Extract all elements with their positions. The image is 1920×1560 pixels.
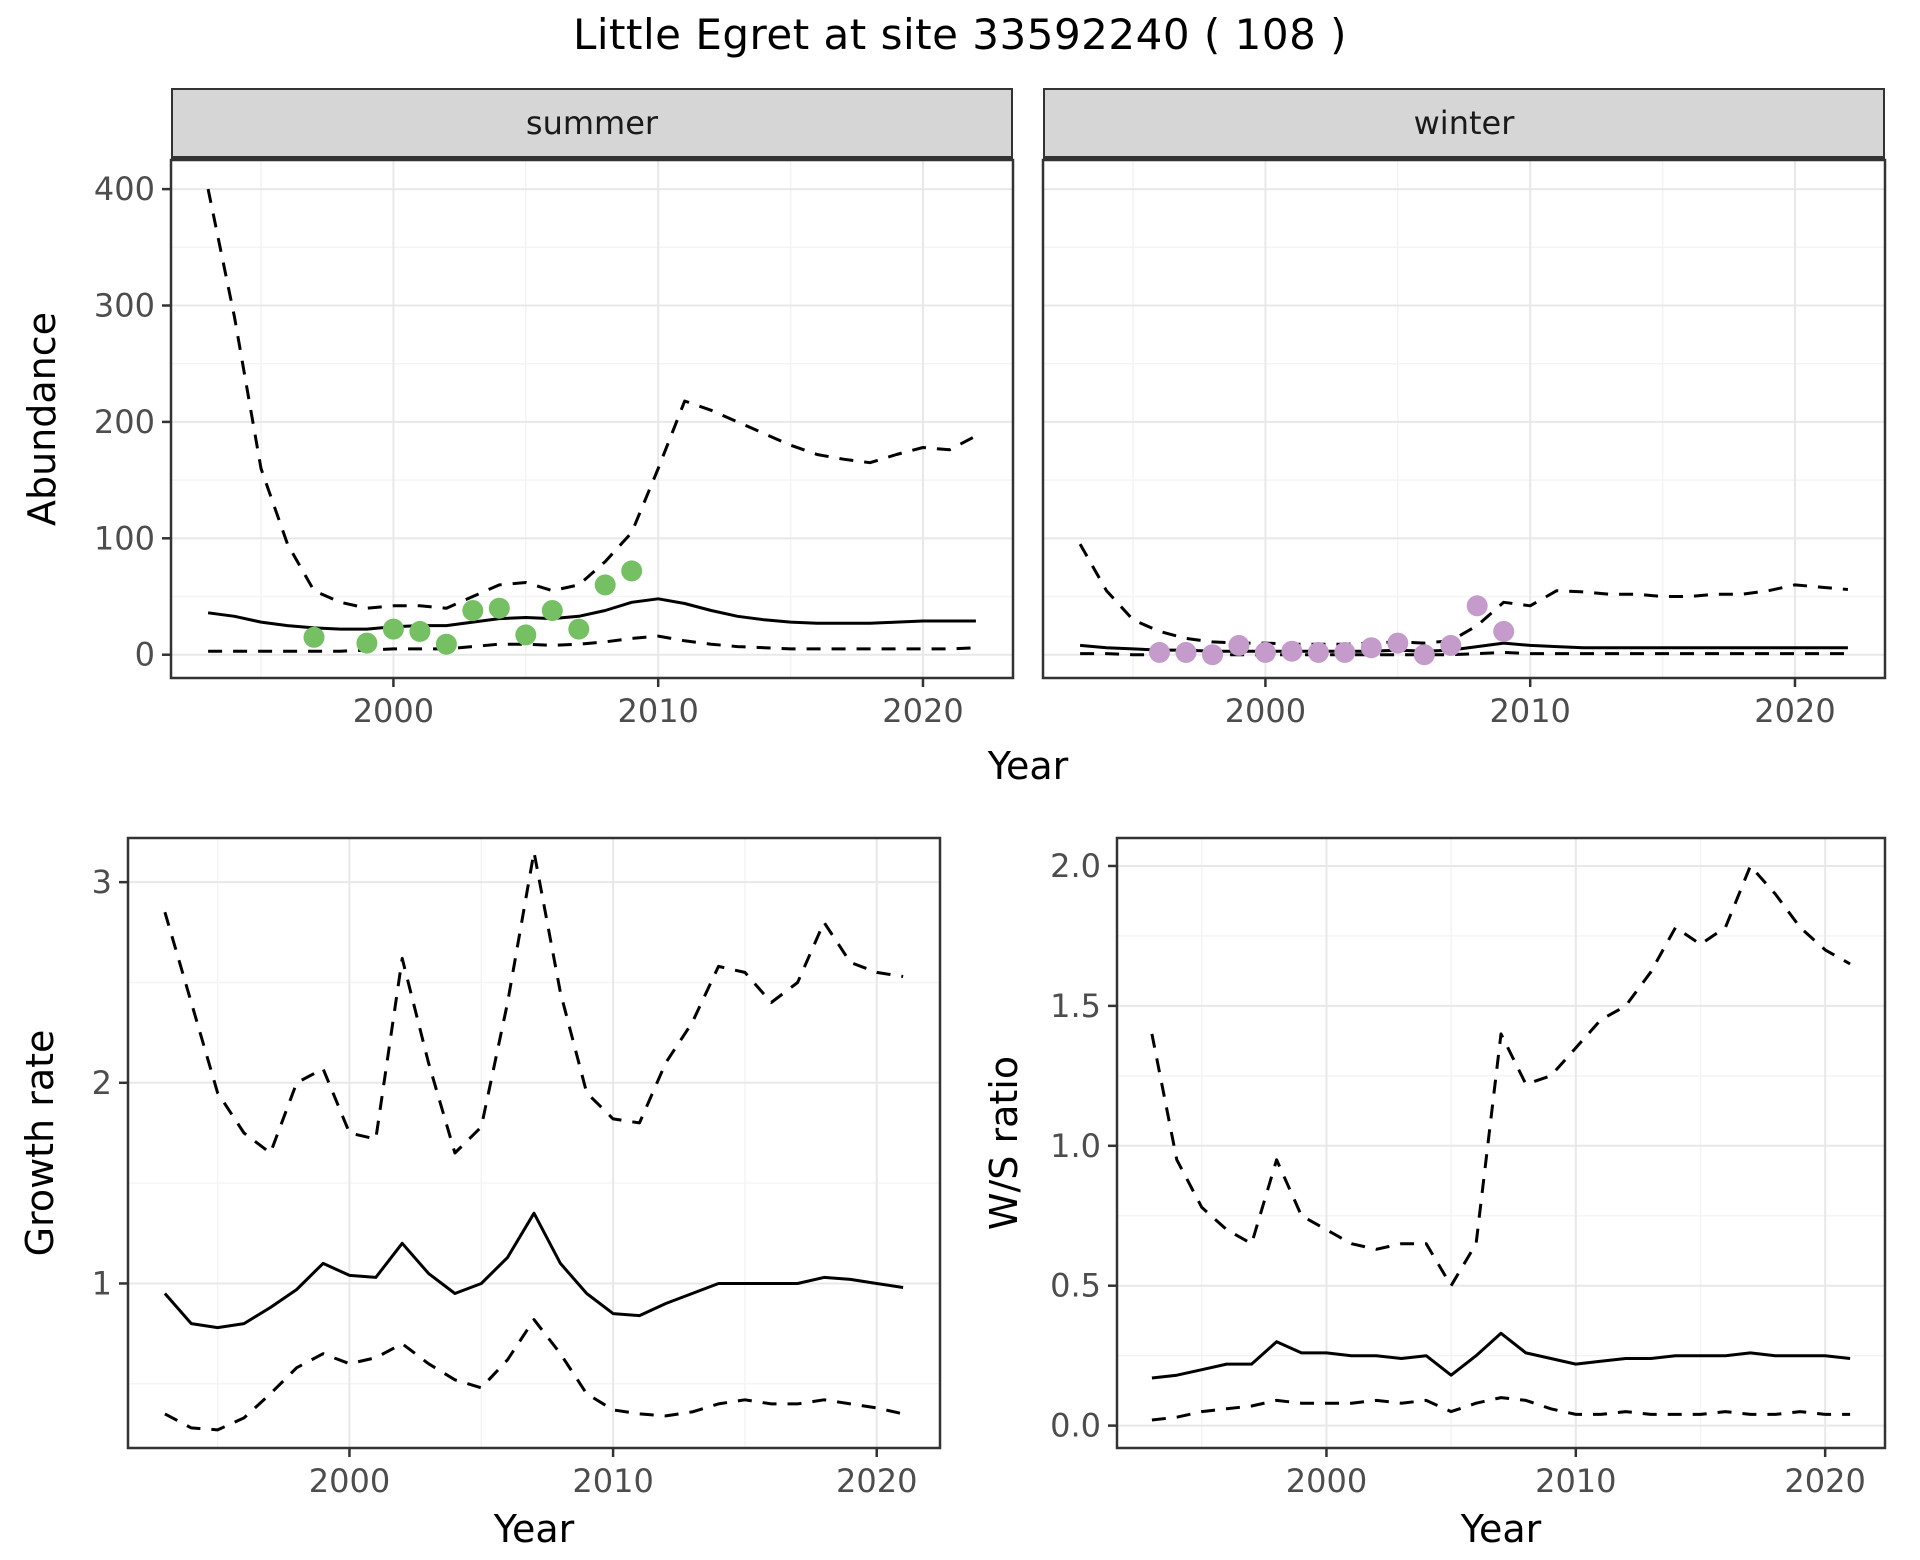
abundance-winter-observation-point <box>1413 644 1435 666</box>
ws-ratio-panel-background <box>1117 838 1885 1448</box>
abundance-summer-observation-point <box>409 620 431 642</box>
abundance-summer-y-tick-label: 0 <box>135 636 155 674</box>
chart-growth-rate: 2000 2010 2020 1 2 3 <box>92 836 942 1500</box>
abundance-winter-observation-point <box>1175 641 1197 663</box>
abundance-winter-observation-point <box>1254 641 1276 663</box>
abundance-winter-observation-point <box>1493 620 1515 642</box>
abundance-summer-observation-point <box>594 574 616 596</box>
growth-rate-x-tick-label: 2000 <box>309 1462 390 1500</box>
facet-strip-winter: winter <box>1043 88 1885 160</box>
ws-ratio-y-tick-label: 0.0 <box>1050 1407 1101 1445</box>
abundance-summer-observation-point <box>303 626 325 648</box>
ws-ratio-y-tick-label: 1.5 <box>1050 987 1101 1025</box>
ws-ratio-x-tick-label: 2010 <box>1535 1462 1616 1500</box>
abundance-winter-observation-point <box>1360 637 1382 659</box>
abundance-winter-observation-point <box>1202 644 1223 666</box>
abundance-winter-x-tick-label: 2020 <box>1754 692 1835 730</box>
abundance-winter-observation-point <box>1466 595 1488 617</box>
abundance-winter-panel-border <box>1041 158 1887 680</box>
abundance-summer-observation-point <box>541 600 563 621</box>
facet-strip-winter-label: winter <box>1413 104 1515 142</box>
facet-strip-summer: summer <box>171 88 1013 160</box>
abundance-winter-observation-point <box>1228 634 1250 656</box>
ws-ratio-upper-95ci-line <box>1150 864 1851 1288</box>
abundance-summer-y-tick-label: 100 <box>94 519 155 557</box>
abundance-winter-x-tick-label: 2000 <box>1225 692 1306 730</box>
growth-rate-y-tick-label: 3 <box>92 863 112 901</box>
abundance-summer-y-tick-label: 300 <box>94 287 155 325</box>
abundance-summer-observation-point <box>435 633 457 655</box>
abundance-winter-observation-point <box>1334 641 1356 663</box>
abundance-winter-observation-point <box>1307 641 1329 663</box>
abundance-winter-observation-point <box>1387 632 1409 654</box>
abundance-summer-x-tick-label: 2010 <box>617 692 698 730</box>
ws-ratio-panel-border <box>1115 836 1887 1450</box>
abundance-summer-panel-border <box>169 158 1015 680</box>
abundance-summer-observation-point <box>621 560 643 582</box>
growth-rate-lower-95ci-line <box>164 1318 904 1432</box>
abundance-winter-panel-background <box>1043 160 1885 678</box>
abundance-summer-observation-point <box>488 597 510 619</box>
abundance-summer-lower-95ci-line <box>208 634 976 653</box>
figure-title: Little Egret at site 33592240 ( 108 ) <box>572 10 1348 59</box>
abundance-x-axis-title: Year <box>987 744 1069 788</box>
abundance-summer-y-tick-label: 400 <box>94 170 155 208</box>
abundance-summer-observation-point <box>382 618 404 640</box>
chart-ws-ratio: 2000 2010 2020 0.0 0.5 1.0 1.5 2.0 <box>1050 836 1887 1500</box>
abundance-summer-x-tick-label: 2000 <box>353 692 434 730</box>
ws-ratio-x-axis-title: Year <box>1460 1507 1542 1551</box>
abundance-summer-median-line <box>207 597 976 631</box>
abundance-summer-upper-95ci-line <box>206 188 977 610</box>
abundance-winter-observation-point <box>1440 634 1462 656</box>
abundance-summer-observation-point <box>462 600 484 621</box>
chart-abundance-winter: 2000 2010 2020 <box>1041 158 1887 730</box>
ws-ratio-x-tick-label: 2000 <box>1286 1462 1367 1500</box>
growth-rate-x-tick-label: 2010 <box>572 1462 653 1500</box>
facet-strip-summer-label: summer <box>525 104 659 142</box>
ws-ratio-x-tick-label: 2020 <box>1784 1462 1865 1500</box>
ws-ratio-y-tick-label: 0.5 <box>1050 1267 1101 1305</box>
abundance-winter-observation-point <box>1149 641 1170 663</box>
abundance-summer-y-tick-label: 200 <box>94 403 155 441</box>
chart-abundance-summer: 2000 2010 2020 0 100 200 300 400 <box>94 158 1015 730</box>
growth-rate-y-tick-label: 2 <box>92 1064 112 1102</box>
ws-ratio-y-tick-label: 2.0 <box>1050 847 1101 885</box>
ws-ratio-median-line <box>1151 1331 1851 1380</box>
growth-rate-panel-border <box>126 836 942 1450</box>
abundance-summer-observation-point <box>356 632 378 654</box>
abundance-winter-x-tick-label: 2010 <box>1489 692 1570 730</box>
abundance-summer-observation-point <box>515 624 537 646</box>
abundance-summer-x-tick-label: 2020 <box>882 692 963 730</box>
growth-rate-panel-background <box>128 838 940 1448</box>
abundance-winter-upper-95ci-line <box>1078 543 1849 646</box>
growth-rate-x-axis-title: Year <box>493 1507 575 1551</box>
abundance-summer-observation-point <box>568 618 590 640</box>
growth-rate-y-tick-label: 1 <box>92 1264 112 1302</box>
abundance-winter-observation-point <box>1281 640 1303 662</box>
ws-ratio-lower-95ci-line <box>1151 1396 1851 1422</box>
growth-rate-x-tick-label: 2020 <box>836 1462 917 1500</box>
ws-ratio-y-tick-label: 1.0 <box>1050 1127 1101 1165</box>
abundance-summer-panel-background <box>171 160 1013 678</box>
growth-rate-median-line <box>163 1211 904 1330</box>
growth-rate-upper-95ci-line <box>163 850 904 1155</box>
